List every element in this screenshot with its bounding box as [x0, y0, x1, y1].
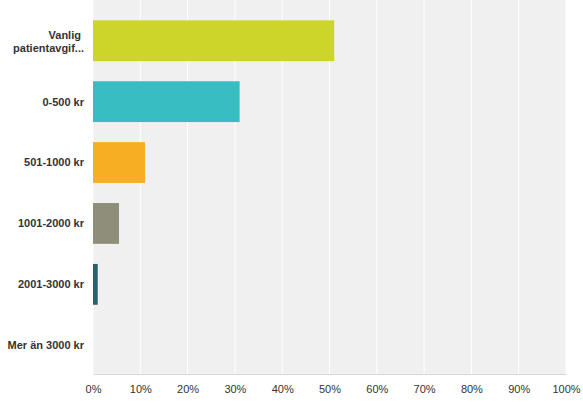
grid-line — [471, 0, 472, 374]
tick-label: 30% — [224, 383, 246, 395]
grid-line — [518, 0, 519, 374]
tick-label: 80% — [461, 383, 483, 395]
tick: 10% — [130, 374, 152, 395]
x-axis: 0% 10% 20% 30% 40% 50% 60% 70% 80% 90% 100% — [86, 374, 581, 395]
bar — [93, 264, 98, 305]
category-label: 1001-2000 kr — [18, 217, 85, 229]
y-axis: Vanlig patientavgif... 0-500 kr 501-1000 k… — [8, 29, 85, 352]
bar — [93, 142, 145, 183]
category-label: Mer än 3000 kr — [8, 339, 85, 351]
plot-background — [93, 0, 566, 374]
tick: 40% — [272, 374, 294, 395]
bar — [93, 81, 240, 122]
tick-label: 40% — [272, 383, 294, 395]
tick: 20% — [177, 374, 199, 395]
tick-label: 60% — [366, 383, 388, 395]
tick: 90% — [508, 374, 530, 395]
tick-label: 20% — [177, 383, 199, 395]
bar — [93, 325, 94, 366]
tick-label: 50% — [319, 383, 341, 395]
tick: 70% — [414, 374, 436, 395]
bars — [93, 20, 334, 304]
tick: 50% — [319, 374, 341, 395]
tick: 80% — [461, 374, 483, 395]
category-label: Vanlig patientavgif... — [13, 29, 84, 54]
bar — [93, 20, 334, 61]
axis-line — [94, 374, 567, 375]
bar — [93, 203, 119, 244]
tick-label: 90% — [508, 383, 530, 395]
category-label: 0-500 kr — [42, 96, 84, 108]
tick-label: 70% — [414, 383, 436, 395]
tick: 60% — [366, 374, 388, 395]
tick-label: 10% — [130, 383, 152, 395]
tick: 30% — [224, 374, 246, 395]
grid-line — [376, 0, 377, 374]
tick-label: 0% — [86, 383, 102, 395]
tick: 0% — [86, 374, 102, 395]
grid-line — [424, 0, 425, 374]
grid — [93, 0, 566, 374]
tick-label: 100% — [552, 383, 580, 395]
chart: 0% 10% 20% 30% 40% 50% 60% 70% 80% 90% 100% Vanlig … — [0, 0, 583, 407]
tick: 100% — [552, 374, 580, 395]
category-label: 501-1000 kr — [24, 156, 85, 168]
grid-line — [566, 0, 567, 374]
category-label: 2001-3000 kr — [18, 278, 85, 290]
